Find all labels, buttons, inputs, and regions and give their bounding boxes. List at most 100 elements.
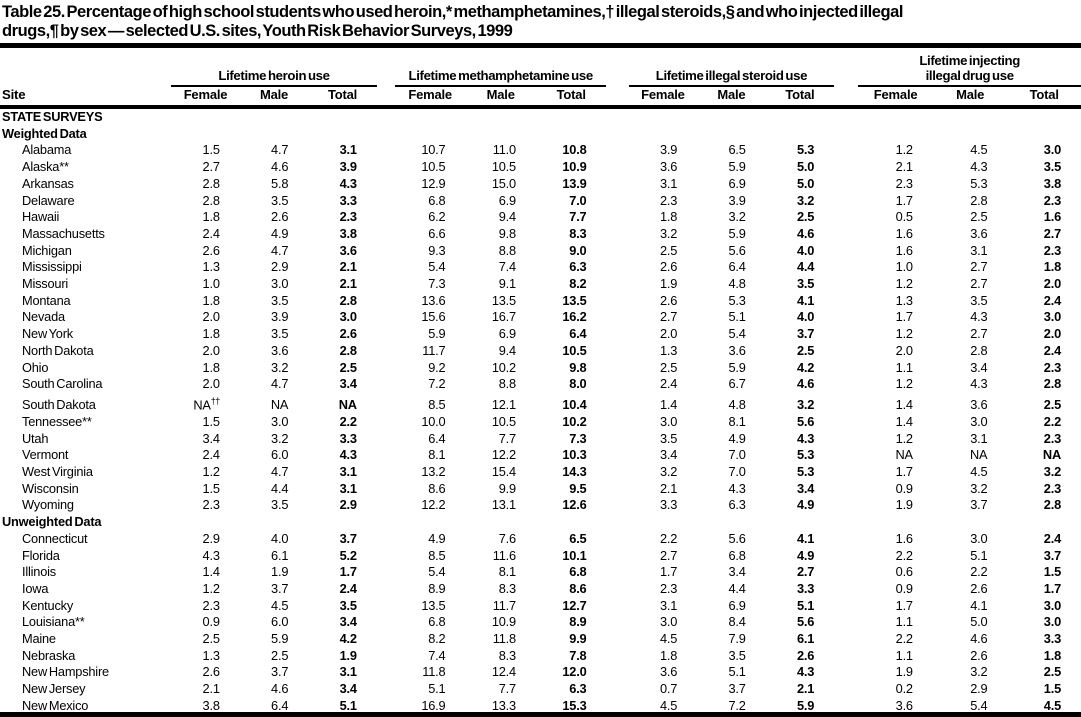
value-cell: 5.9 — [728, 359, 746, 375]
value-cell: 4.7 — [271, 464, 289, 480]
value-cell: 3.5 — [659, 430, 678, 446]
column-spacer — [834, 481, 858, 498]
site-cell: Arkansas — [22, 175, 74, 191]
value-cell: 4.9 — [796, 547, 815, 563]
value-cell: 6.8 — [728, 547, 746, 563]
value-cell: 2.9 — [202, 530, 220, 546]
value-cell: 1.5 — [202, 413, 220, 429]
value-cell: 2.0 — [1043, 276, 1061, 292]
value-cell: 8.2 — [569, 276, 587, 292]
value-cell: 7.3 — [428, 276, 446, 292]
value-cell: 0.2 — [895, 681, 913, 697]
table-row: Missouri 1.0 3.0 2.1 7.3 9.1 8.2 1.9 4.8 3.5 1.2 2.… — [0, 276, 1081, 293]
value-cell: 2.3 — [659, 192, 678, 208]
column-spacer — [834, 48, 858, 86]
column-spacer — [606, 376, 628, 393]
value-cell: 2.2 — [970, 564, 988, 580]
value-cell: 0.9 — [202, 614, 220, 630]
column-spacer — [377, 176, 395, 193]
value-cell: 3.1 — [339, 142, 357, 158]
column-spacer — [606, 631, 628, 648]
value-cell: 3.1 — [339, 464, 357, 480]
column-spacer — [606, 548, 628, 565]
subcolumn-header-total: Total — [535, 86, 607, 109]
value-cell: 2.4 — [1043, 342, 1061, 358]
value-cell: 8.6 — [428, 480, 446, 496]
value-cell: 5.9 — [271, 631, 289, 647]
value-cell: 1.8 — [202, 292, 220, 308]
column-spacer — [834, 226, 858, 243]
value-cell: 1.9 — [271, 564, 289, 580]
value-cell: 1.7 — [895, 597, 913, 613]
value-cell: 5.1 — [428, 681, 446, 697]
value-cell: 1.6 — [895, 225, 913, 241]
value-cell: 1.7 — [659, 564, 678, 580]
value-cell: 5.3 — [728, 292, 746, 308]
value-cell: 5.1 — [339, 697, 357, 713]
value-cell: 3.4 — [970, 359, 988, 375]
value-cell: 5.9 — [428, 326, 446, 342]
value-cell: 11.8 — [492, 631, 516, 647]
value-cell: 8.9 — [569, 614, 587, 630]
value-cell: 4.3 — [339, 447, 357, 463]
value-cell: 7.0 — [728, 464, 746, 480]
column-spacer — [606, 464, 628, 481]
column-spacer — [834, 598, 858, 615]
column-spacer — [606, 343, 628, 360]
value-cell: 2.0 — [895, 342, 913, 358]
table-row: South Dakota NA†† NA NA 8.5 12.1 10.4 1.4 4.8 3.2… — [0, 393, 1081, 414]
value-cell: 4.4 — [728, 580, 746, 596]
subcolumn-header-female: Female — [394, 86, 466, 109]
column-spacer — [834, 464, 858, 481]
value-cell: 4.3 — [728, 480, 746, 496]
table-row: Mississippi 1.3 2.9 2.1 5.4 7.4 6.3 2.6 6.4 4.4 1.… — [0, 259, 1081, 276]
value-cell: 2.3 — [1043, 480, 1061, 496]
column-spacer — [606, 564, 628, 581]
value-cell: 2.1 — [339, 276, 357, 292]
table-row: Ohio 1.8 3.2 2.5 9.2 10.2 9.8 2.5 5.9 4.2 1.1 3.4 2.… — [0, 360, 1081, 377]
value-cell: 2.0 — [659, 326, 678, 342]
value-cell: 3.5 — [271, 292, 289, 308]
column-spacer — [834, 176, 858, 193]
table-row: Delaware 2.8 3.5 3.3 6.8 6.9 7.0 2.3 3.9 3.2 1.7 2.… — [0, 193, 1081, 210]
value-cell: 2.5 — [1043, 664, 1061, 680]
value-cell: 6.1 — [271, 547, 289, 563]
value-cell: 3.7 — [271, 664, 289, 680]
value-cell: 6.3 — [569, 259, 587, 275]
column-spacer — [834, 631, 858, 648]
column-spacer — [606, 648, 628, 665]
value-cell: 4.3 — [796, 664, 815, 680]
value-cell: 0.9 — [895, 480, 913, 496]
column-spacer — [376, 86, 395, 109]
column-spacer — [377, 142, 395, 159]
value-cell: 14.3 — [562, 464, 587, 480]
value-cell: 3.1 — [659, 597, 678, 613]
column-spacer — [377, 376, 395, 393]
column-spacer — [606, 309, 628, 326]
value-cell: 6.3 — [728, 497, 746, 513]
column-spacer — [377, 531, 395, 548]
value-cell: 2.1 — [339, 259, 357, 275]
value-cell: 3.0 — [339, 309, 357, 325]
value-cell: 3.4 — [796, 480, 815, 496]
section-header-row-label: STATE SURVEYS — [2, 109, 103, 124]
value-cell: 10.2 — [491, 359, 516, 375]
value-cell: 9.4 — [498, 209, 516, 225]
value-cell: 3.7 — [271, 580, 289, 596]
column-spacer — [606, 497, 628, 514]
column-spacer — [377, 209, 395, 226]
value-cell: 1.2 — [895, 142, 913, 158]
value-cell: 1.5 — [202, 480, 220, 496]
value-cell: 5.3 — [796, 464, 815, 480]
column-spacer — [834, 564, 858, 581]
value-cell: 6.4 — [728, 259, 746, 275]
column-spacer — [606, 86, 629, 109]
value-cell: 2.5 — [796, 342, 815, 358]
value-cell: 11.7 — [422, 342, 446, 358]
table-row: Maine 2.5 5.9 4.2 8.2 11.8 9.9 4.5 7.9 6.1 2.2 4.6 3… — [0, 631, 1081, 648]
value-cell: 3.6 — [271, 342, 289, 358]
column-spacer — [606, 414, 628, 431]
value-cell: 3.2 — [271, 359, 289, 375]
value-cell: 6.0 — [271, 447, 289, 463]
